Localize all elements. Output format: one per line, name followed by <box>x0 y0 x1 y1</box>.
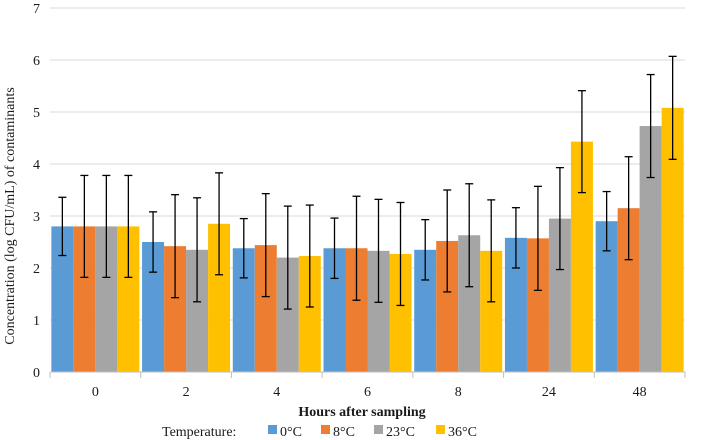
error-bar <box>668 55 677 160</box>
x-tick-label: 0 <box>92 385 99 400</box>
legend-label: 23°C <box>386 425 415 440</box>
error-bar <box>421 218 430 281</box>
bar-23C-24 <box>548 218 571 372</box>
bar-23C-4 <box>276 257 299 372</box>
error-bar <box>124 174 133 279</box>
bar-23C-48 <box>639 126 662 372</box>
error-bar <box>487 199 496 303</box>
error-bar <box>171 194 180 299</box>
y-tick-label: 6 <box>33 54 40 69</box>
legend-label: 8°C <box>333 425 355 440</box>
bar-36C-4 <box>298 256 321 372</box>
error-bar <box>283 205 292 310</box>
bar-8C-4 <box>254 245 277 372</box>
y-tick-label: 1 <box>33 314 40 329</box>
error-bar <box>602 190 611 252</box>
legend-swatch <box>374 425 383 434</box>
legend-swatch <box>436 425 445 434</box>
bar-23C-2 <box>186 249 209 372</box>
x-axis-label: Hours after sampling <box>298 405 425 420</box>
error-bar <box>305 204 314 308</box>
error-bar <box>215 172 224 276</box>
x-tick-label: 8 <box>455 385 462 400</box>
bar-8C-24 <box>526 238 549 372</box>
error-bar <box>396 201 405 307</box>
bar-0C-6 <box>323 248 346 372</box>
error-bar <box>261 192 270 298</box>
error-bar <box>577 90 586 194</box>
bar-36C-48 <box>661 107 684 372</box>
error-bar <box>443 189 452 293</box>
legend: Temperature: 0°C 8°C 23°C 36°C <box>162 425 477 440</box>
x-tick-label: 6 <box>364 385 371 400</box>
error-bar <box>149 211 158 273</box>
y-axis-label: Concentration (log CFU/mL) of contaminan… <box>3 87 18 344</box>
error-bar <box>646 73 655 179</box>
x-tick-label: 48 <box>633 385 647 400</box>
error-bar <box>352 195 361 301</box>
y-tick-label: 3 <box>33 210 40 225</box>
bar-0C-0 <box>51 226 74 372</box>
y-tick-label: 7 <box>33 2 40 17</box>
bar-0C-48 <box>595 221 618 372</box>
bar-8C-6 <box>345 248 368 372</box>
bar-23C-0 <box>95 226 118 372</box>
y-tick-label: 2 <box>33 262 40 277</box>
bar-23C-6 <box>367 250 390 372</box>
bar-0C-8 <box>414 249 437 372</box>
error-bar <box>624 156 633 261</box>
error-bar <box>533 185 542 292</box>
error-bar <box>465 183 474 288</box>
error-bar <box>58 196 67 257</box>
bars <box>51 107 684 372</box>
bar-23C-8 <box>458 235 481 372</box>
x-tick-label: 4 <box>273 385 280 400</box>
error-bar <box>80 174 89 279</box>
bar-8C-8 <box>436 240 459 372</box>
error-bar <box>239 217 248 279</box>
bar-8C-2 <box>164 246 187 372</box>
bar-36C-8 <box>480 250 503 372</box>
bar-0C-24 <box>504 237 527 372</box>
x-tick-label: 2 <box>183 385 190 400</box>
error-bars <box>58 55 677 310</box>
y-tick-label: 5 <box>33 106 40 121</box>
error-bar <box>330 217 339 280</box>
bar-8C-0 <box>73 226 96 372</box>
bar-36C-24 <box>570 141 593 372</box>
legend-title: Temperature: <box>162 425 236 440</box>
error-bar <box>555 166 564 271</box>
bar-8C-48 <box>617 208 640 372</box>
bar-36C-2 <box>208 223 231 372</box>
bar-36C-6 <box>389 253 412 372</box>
x-tick-label: 24 <box>542 385 556 400</box>
legend-swatch <box>268 425 277 434</box>
error-bar <box>511 207 520 269</box>
error-bar <box>193 197 202 303</box>
legend-label: 36°C <box>448 425 477 440</box>
legend-label: 0°C <box>280 425 302 440</box>
y-tick-label: 4 <box>33 158 40 173</box>
bar-36C-0 <box>117 226 140 372</box>
error-bar <box>102 174 111 279</box>
bar-0C-4 <box>232 248 255 372</box>
error-bar <box>374 198 383 303</box>
legend-swatch <box>321 425 330 434</box>
y-tick-label: 0 <box>33 366 40 381</box>
bar-0C-2 <box>142 242 165 372</box>
